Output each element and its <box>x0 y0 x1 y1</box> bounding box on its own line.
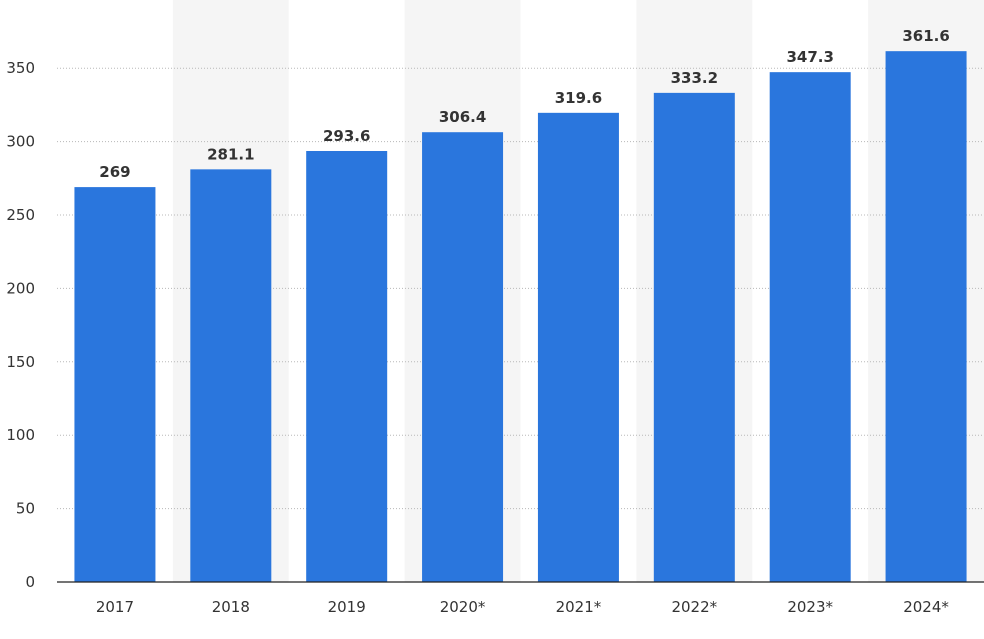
data-label: 347.3 <box>786 48 833 66</box>
x-axis-ticks: 2017 2018 2019 2020* 2021* 2022* 2023* 2024* <box>96 598 950 616</box>
bars <box>74 51 967 583</box>
data-label: 306.4 <box>439 108 486 126</box>
bar <box>190 169 272 582</box>
bar <box>537 112 619 582</box>
y-tick-label: 400 <box>6 0 35 4</box>
data-label: 269 <box>99 163 130 181</box>
bar <box>74 187 156 582</box>
x-tick-label: 2021* <box>556 598 602 616</box>
x-tick-label: 2020* <box>440 598 486 616</box>
y-tick-label: 300 <box>6 133 35 151</box>
value-labels: 269 281.1 293.6 306.4 319.6 333.2 347.3 361.6 <box>99 27 950 181</box>
bar <box>885 51 967 582</box>
x-tick-label: 2017 <box>96 598 134 616</box>
x-tick-label: 2022* <box>671 598 717 616</box>
x-tick-label: 2024* <box>903 598 949 616</box>
y-tick-label: 0 <box>25 573 35 591</box>
data-label: 319.6 <box>555 89 602 107</box>
bar <box>769 72 851 582</box>
y-tick-label: 50 <box>16 500 35 518</box>
x-tick-label: 2018 <box>212 598 250 616</box>
data-label: 281.1 <box>207 145 254 163</box>
y-tick-label: 100 <box>6 426 35 444</box>
bar <box>653 92 735 582</box>
y-tick-label: 200 <box>6 279 35 297</box>
y-tick-label: 150 <box>6 353 35 371</box>
bar <box>422 132 504 582</box>
bar <box>306 150 388 583</box>
y-axis-ticks: 0 50 100 150 200 250 300 350 400 <box>6 0 35 591</box>
y-tick-label: 250 <box>6 206 35 224</box>
x-tick-label: 2023* <box>787 598 833 616</box>
data-label: 293.6 <box>323 127 370 145</box>
data-label: 361.6 <box>902 27 949 45</box>
x-tick-label: 2019 <box>328 598 366 616</box>
data-label: 333.2 <box>671 69 718 87</box>
y-tick-label: 350 <box>6 59 35 77</box>
